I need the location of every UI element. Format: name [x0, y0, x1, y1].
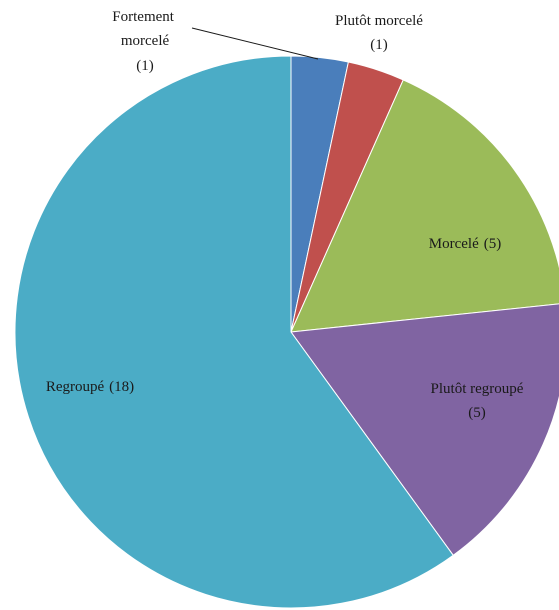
pie-slice — [290, 303, 559, 556]
slice-label: Fortement morcelé (1) — [112, 9, 177, 74]
value-label: (5) — [484, 236, 502, 252]
pie-slice — [290, 79, 559, 333]
slice-label: Regroupé (18) — [46, 379, 134, 395]
value-label: (18) — [109, 379, 134, 395]
leader-line — [191, 27, 319, 60]
category-label: Plutôt regroupé — [431, 381, 524, 397]
value-label: (5) — [468, 405, 486, 421]
value-label: (1) — [136, 58, 154, 74]
slice-label: Plutôt regroupé (5) — [431, 381, 524, 421]
category-label: Fortement morcelé — [112, 9, 177, 49]
slice-label: Plutôt morcelé (1) — [335, 13, 423, 53]
category-label: Plutôt morcelé — [335, 13, 423, 29]
slice-label: Morcelé (5) — [429, 236, 501, 252]
pie-slice — [14, 55, 454, 609]
value-label: (1) — [370, 37, 388, 53]
category-label: Regroupé — [46, 379, 105, 395]
category-label: Morcelé — [429, 236, 479, 252]
category-word: morcelé — [121, 33, 170, 49]
category-word: Fortement — [112, 9, 177, 25]
